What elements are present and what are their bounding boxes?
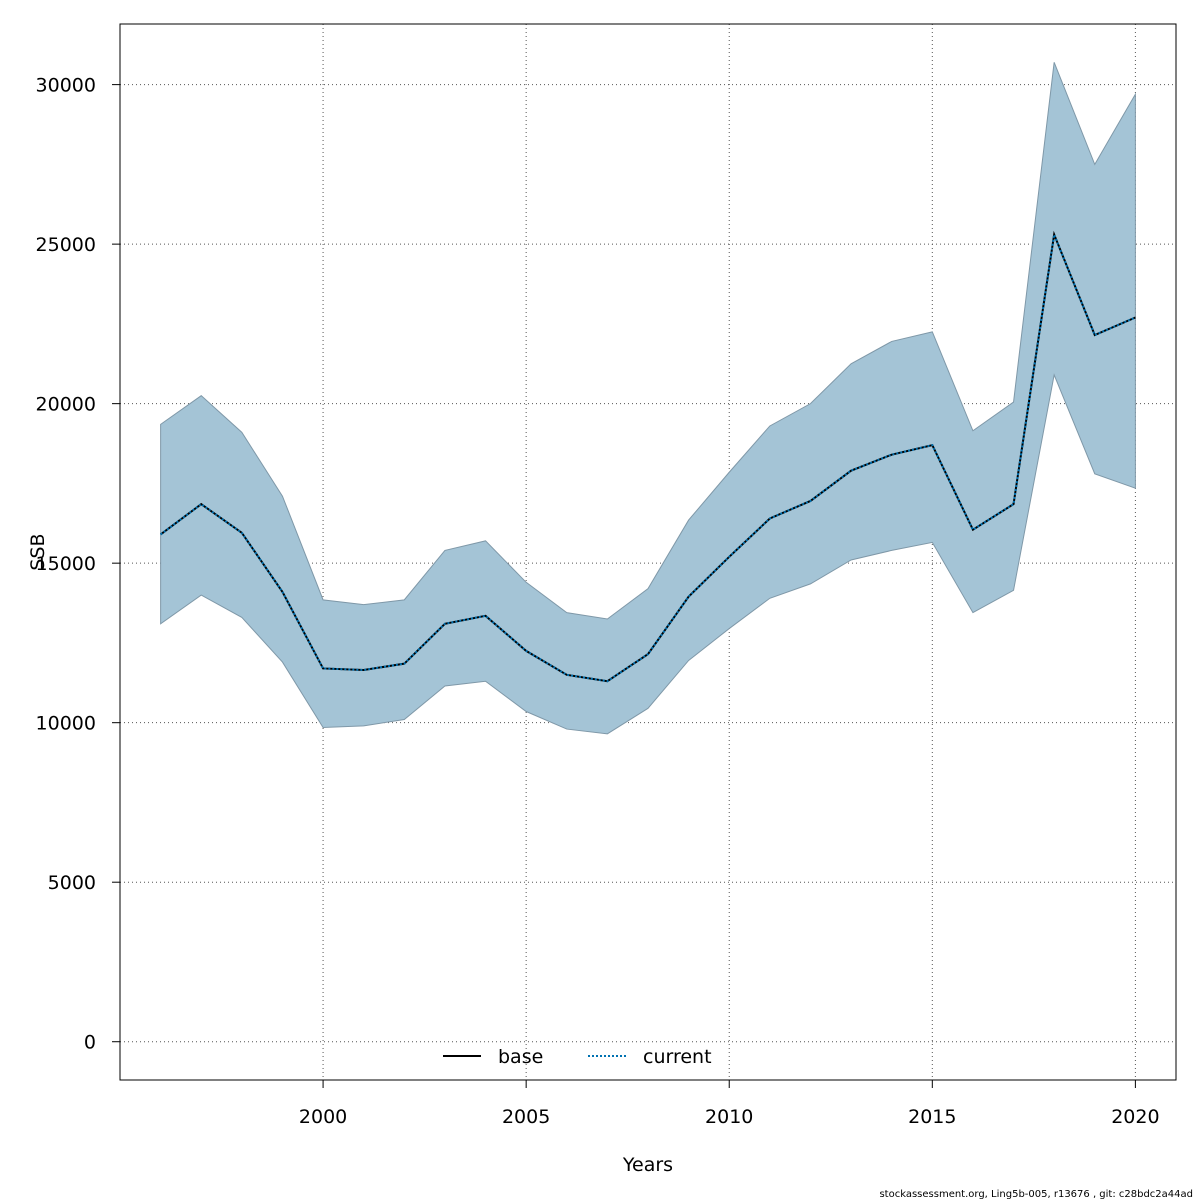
x-tick-label-2010: 2010: [705, 1106, 753, 1128]
confidence-band-layer: [160, 62, 1136, 735]
legend-label-current: current: [643, 1046, 712, 1068]
y-tick-label-20000: 20000: [36, 394, 96, 416]
y-axis-title: SSB: [27, 533, 49, 570]
x-tick-label-2020: 2020: [1111, 1106, 1159, 1128]
y-tick-label-10000: 10000: [36, 713, 96, 735]
y-tick-label-25000: 25000: [36, 234, 96, 256]
y-tick-label-5000: 5000: [48, 872, 96, 894]
legend-label-base: base: [498, 1046, 543, 1068]
series-layer: [160, 230, 1136, 683]
x-tick-label-2015: 2015: [908, 1106, 956, 1128]
legend: base current: [443, 1046, 712, 1068]
x-axis-title: Years: [622, 1154, 673, 1176]
y-tick-label-30000: 30000: [36, 75, 96, 97]
series-line-current: [160, 230, 1136, 683]
y-tick-label-15000: 15000: [36, 553, 96, 575]
confidence-band: [160, 62, 1136, 735]
x-tick-label-2000: 2000: [299, 1106, 347, 1128]
footer-credit: stockassessment.org, Ling5b-005, r13676 …: [879, 1189, 1193, 1200]
axes: 2000 2005 2010 2015 2020 0 5000 10000 15000 20000…: [36, 75, 1160, 1128]
x-tick-label-2005: 2005: [502, 1106, 550, 1128]
grid: [120, 24, 1176, 1080]
plot-frame: [119, 23, 1177, 1081]
y-tick-label-0: 0: [84, 1032, 96, 1054]
